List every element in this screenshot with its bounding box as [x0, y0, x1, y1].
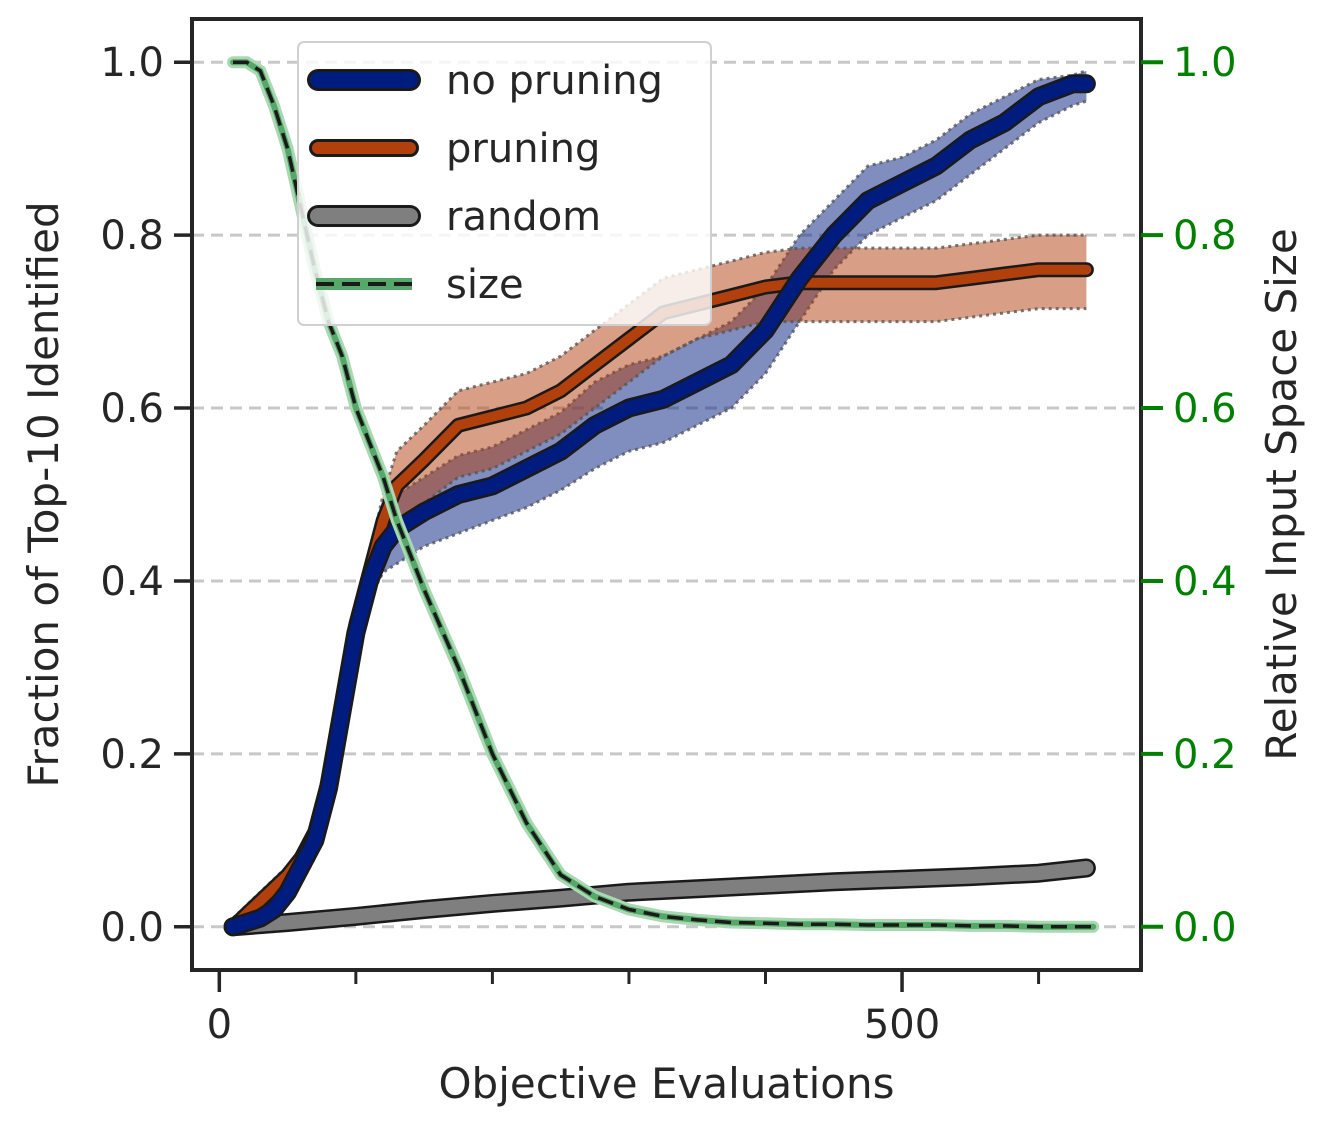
band-1: [233, 235, 1087, 927]
y2-tick-label-4: 0.8: [1173, 213, 1237, 259]
y-tick-label-5: 1.0: [100, 40, 164, 86]
y-tick-label-4: 0.8: [100, 213, 164, 259]
y2-tick-label-1: 0.2: [1173, 732, 1237, 778]
legend-label-3: size: [446, 262, 524, 308]
plot-frame: [190, 17, 1143, 972]
x-axis-label: Objective Evaluations: [439, 1059, 895, 1108]
y2-tick-label-5: 1.0: [1173, 40, 1237, 86]
series-line-2: [226, 861, 1094, 934]
y-axis-right: 0.0 0.2 0.4 0.6 0.8 1.0: [1141, 40, 1237, 951]
y-tick-label-3: 0.6: [100, 386, 164, 432]
y-axis-left: 0.0 0.2 0.4 0.6 0.8 1.0: [100, 40, 192, 951]
x-tick-label-0: 0: [207, 1002, 232, 1048]
y-tick-label-1: 0.2: [100, 732, 164, 778]
y2-axis-label: Relative Input Space Size: [1257, 228, 1306, 760]
x-tick-label-1: 500: [864, 1002, 940, 1048]
series-line-0: [226, 76, 1094, 934]
y-axis-label: Fraction of Top-10 Identified: [19, 201, 68, 787]
x-axis: 0 500: [207, 970, 1041, 1048]
band-upper-edge-1: [231, 233, 1087, 920]
legend-box: [297, 41, 712, 326]
legend-label-0: no pruning: [446, 58, 663, 104]
legend-label-2: random: [446, 194, 601, 240]
y2-tick-label-0: 0.0: [1173, 905, 1237, 951]
y-tick-label-2: 0.4: [100, 559, 164, 605]
size-line-dash: [233, 60, 1094, 929]
legend: no pruning pruning random size: [297, 41, 712, 326]
legend-label-1: pruning: [446, 126, 600, 172]
y2-tick-label-3: 0.6: [1173, 386, 1237, 432]
y-tick-label-0: 0.0: [100, 905, 164, 951]
y2-tick-label-2: 0.4: [1173, 559, 1237, 605]
